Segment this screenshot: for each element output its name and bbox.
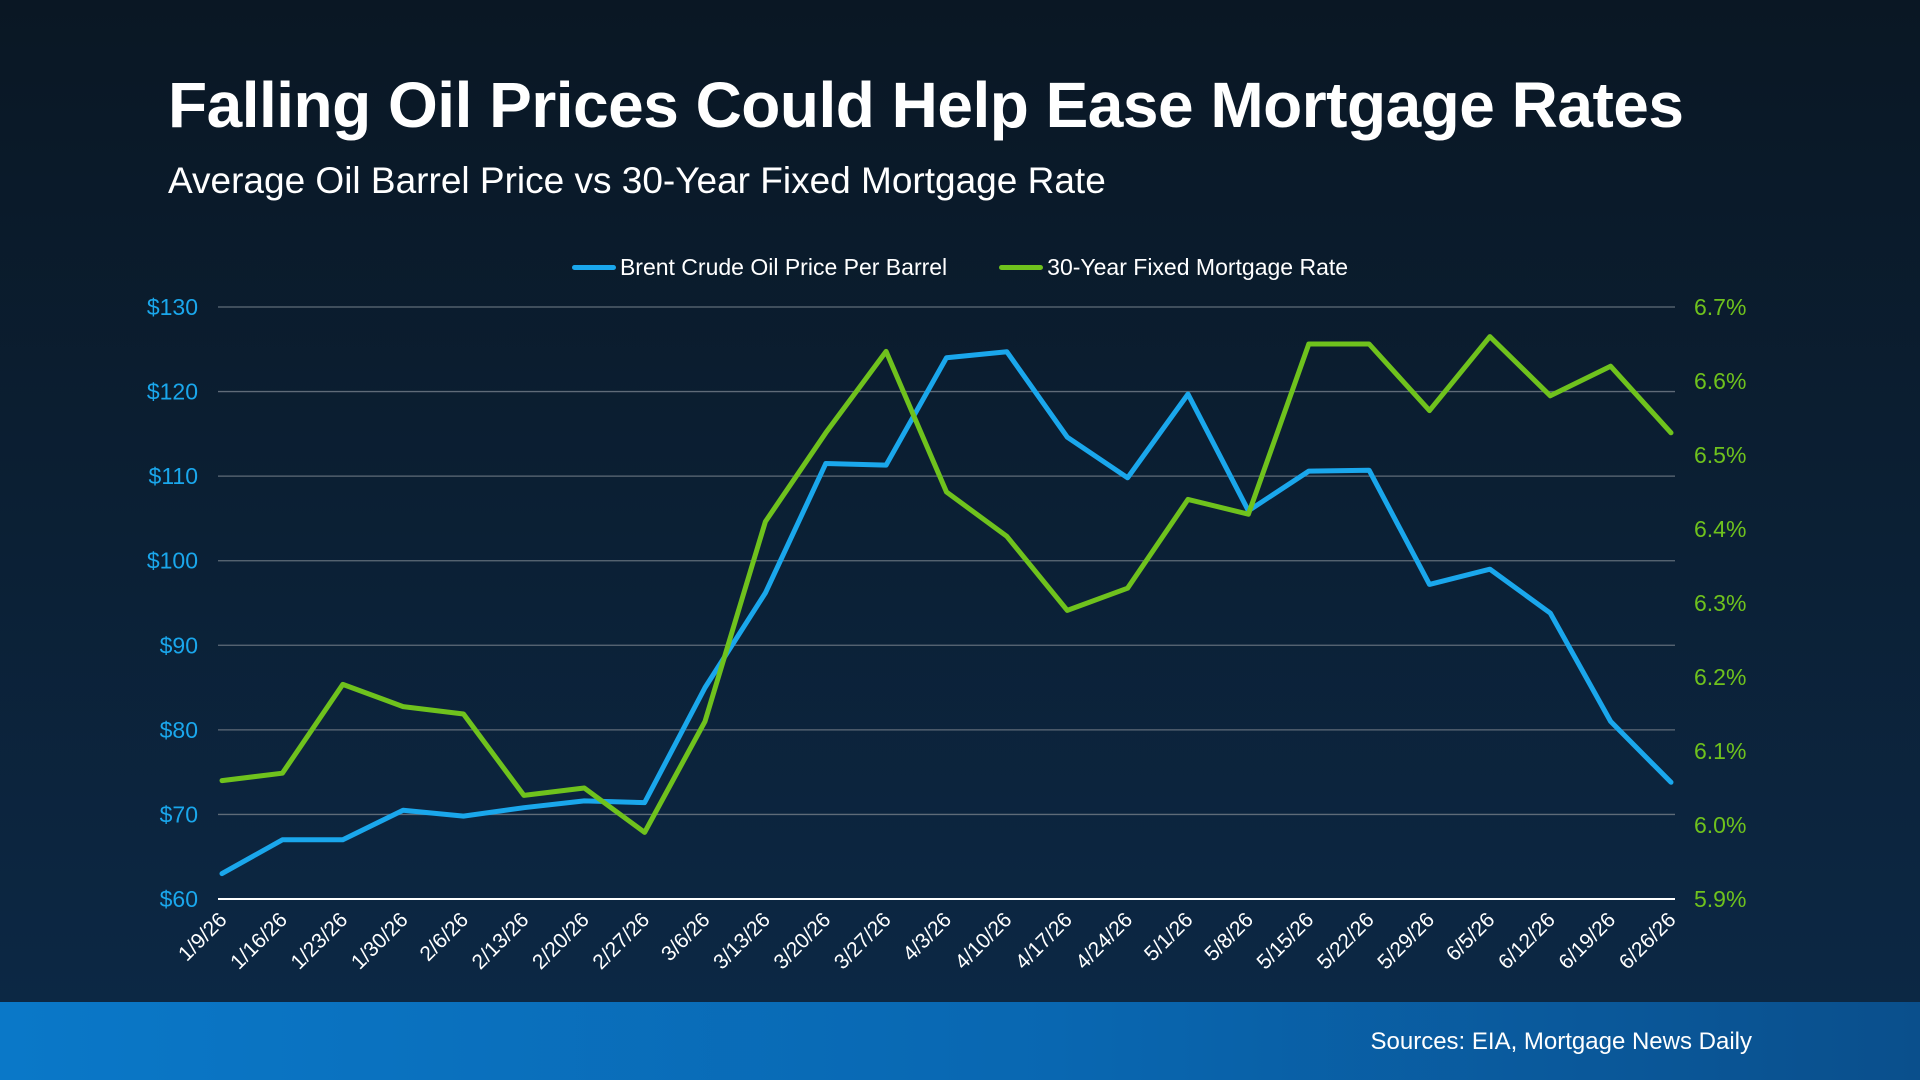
x-axis-ticks: 1/9/261/16/261/23/261/30/26 2/6/262/13/26… <box>174 908 1681 974</box>
chart-title: Falling Oil Prices Could Help Ease Mortg… <box>168 69 1684 141</box>
line-chart: $60 $70 $80 $90 $100 $110 $120 $130 5.9% 6.0% 6.1… <box>146 294 1747 974</box>
left-axis-ticks: $60 $70 $80 $90 $100 $110 $120 $130 <box>147 294 198 912</box>
chart-subtitle: Average Oil Barrel Price vs 30-Year Fixe… <box>168 160 1106 201</box>
footer-bar: Sources: EIA, Mortgage News Daily <box>0 1002 1920 1080</box>
legend-item-mortgage: 30-Year Fixed Mortgage Rate <box>999 254 1348 281</box>
x-tick-label: 6/19/26 <box>1554 908 1620 974</box>
x-tick-label: 5/29/26 <box>1373 908 1439 974</box>
x-tick-label: 5/22/26 <box>1313 908 1379 974</box>
x-tick-label: 6/12/26 <box>1494 908 1560 974</box>
x-tick-label: 5/15/26 <box>1252 908 1318 974</box>
left-tick-label: $80 <box>160 717 198 743</box>
x-tick-label: 6/5/26 <box>1442 908 1500 966</box>
right-tick-label: 6.1% <box>1694 738 1746 764</box>
series-lines <box>219 334 1674 877</box>
series-line-mortgage <box>219 334 1674 835</box>
x-tick-label: 3/6/26 <box>657 908 715 966</box>
x-tick-label: 1/16/26 <box>226 908 292 974</box>
x-tick-label: 1/30/26 <box>347 908 413 974</box>
right-tick-label: 6.3% <box>1694 590 1746 616</box>
right-tick-label: 6.0% <box>1694 812 1746 838</box>
legend-label-mortgage: 30-Year Fixed Mortgage Rate <box>1047 254 1349 280</box>
x-tick-label: 5/1/26 <box>1140 908 1198 966</box>
x-tick-label: 1/9/26 <box>174 908 232 966</box>
left-tick-label: $90 <box>160 632 198 658</box>
x-tick-label: 2/6/26 <box>415 908 473 966</box>
x-tick-label: 4/17/26 <box>1011 908 1077 974</box>
x-tick-label: 4/3/26 <box>898 908 956 966</box>
x-tick-label: 3/13/26 <box>709 908 775 974</box>
legend-label-oil: Brent Crude Oil Price Per Barrel <box>619 254 948 280</box>
x-tick-label: 2/27/26 <box>588 908 654 974</box>
left-tick-label: $70 <box>160 801 198 827</box>
x-tick-label: 5/8/26 <box>1200 908 1258 966</box>
left-tick-label: $120 <box>147 379 198 405</box>
series-line-oil <box>219 349 1674 877</box>
x-tick-label: 2/13/26 <box>468 908 534 974</box>
left-tick-label: $100 <box>147 548 198 574</box>
x-tick-label: 3/27/26 <box>830 908 896 974</box>
x-tick-label: 4/24/26 <box>1071 908 1137 974</box>
source-note: Sources: EIA, Mortgage News Daily <box>1370 1028 1752 1055</box>
left-tick-label: $110 <box>149 463 198 489</box>
right-tick-label: 6.6% <box>1694 368 1746 394</box>
left-tick-label: $60 <box>160 886 198 912</box>
legend-swatch-mortgage <box>999 265 1044 270</box>
right-tick-label: 6.7% <box>1694 294 1746 320</box>
left-tick-label: $130 <box>147 294 198 320</box>
right-axis-ticks: 5.9% 6.0% 6.1% 6.2% 6.3% 6.4% 6.5% 6.6% 6.7% <box>1694 294 1746 912</box>
grid-lines <box>218 306 1675 900</box>
x-tick-label: 1/23/26 <box>286 908 352 974</box>
x-tick-label: 6/26/26 <box>1615 908 1681 974</box>
x-tick-label: 2/20/26 <box>528 908 594 974</box>
right-tick-label: 6.4% <box>1694 516 1746 542</box>
x-tick-label: 3/20/26 <box>769 908 835 974</box>
right-tick-label: 6.5% <box>1694 442 1746 468</box>
x-tick-label: 4/10/26 <box>951 908 1017 974</box>
legend: Brent Crude Oil Price Per Barrel 30-Year… <box>0 254 1920 281</box>
legend-item-oil: Brent Crude Oil Price Per Barrel <box>571 254 948 281</box>
right-tick-label: 6.2% <box>1694 664 1746 690</box>
right-tick-label: 5.9% <box>1694 886 1746 912</box>
legend-swatch-oil <box>571 265 616 270</box>
